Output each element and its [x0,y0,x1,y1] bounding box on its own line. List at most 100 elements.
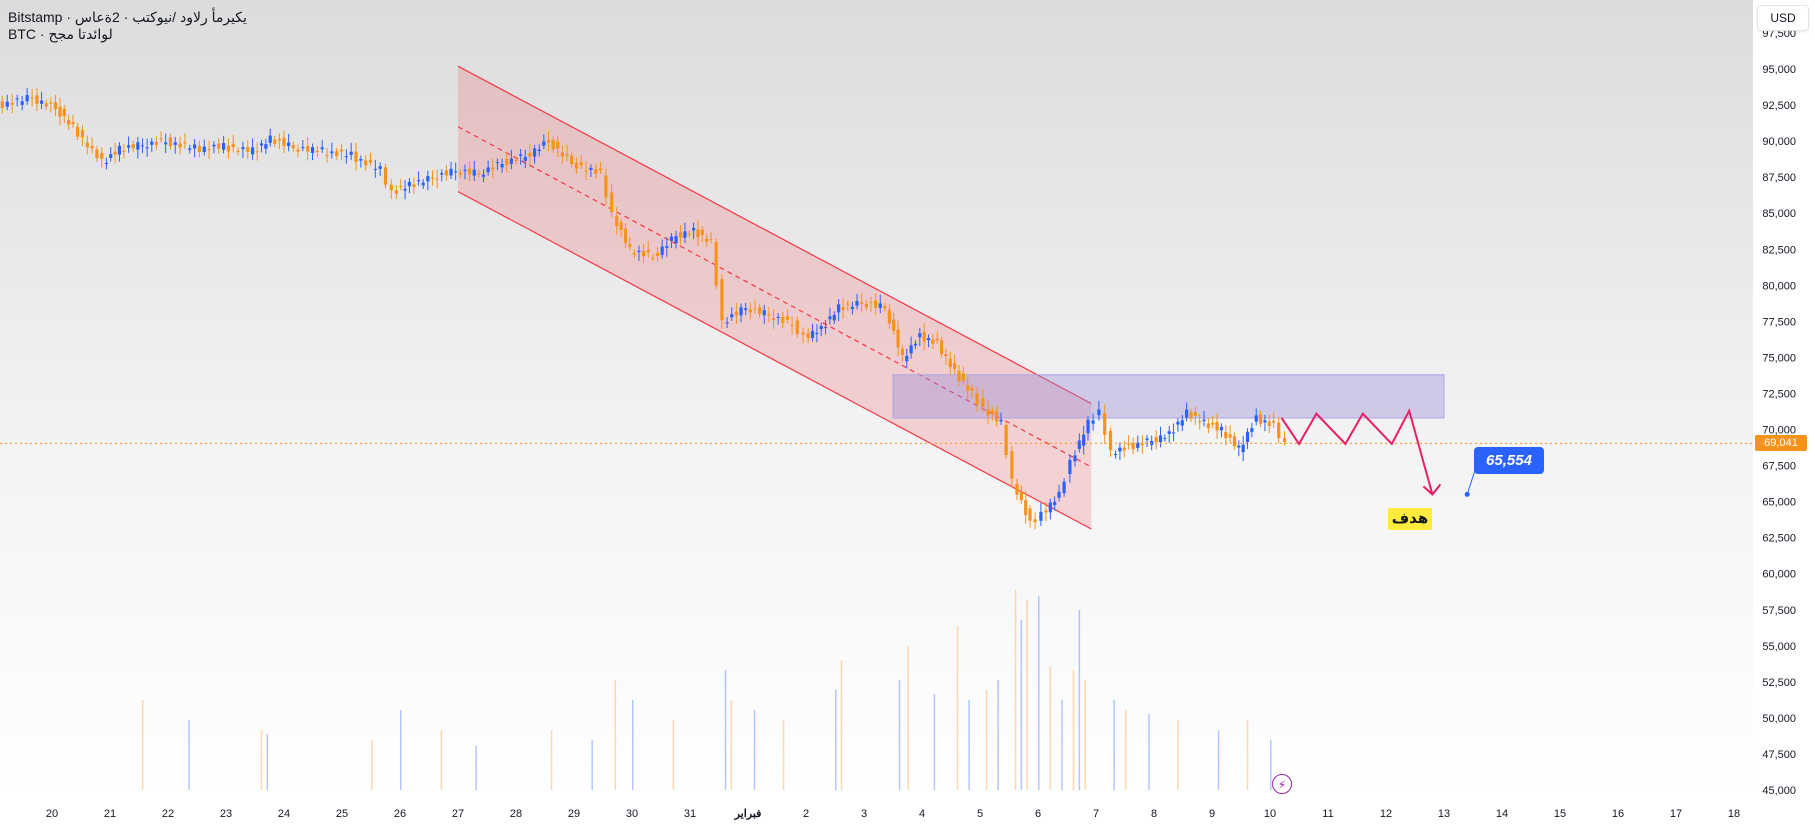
price-tick-label: 47,500 [1762,749,1796,761]
candle-body [1158,435,1163,443]
candle-body [39,100,44,104]
time-axis[interactable]: 20 21 22 23 24 25 26 27 28 29 30 31 فبراير 2 3 4 5 6 7 8 9 10… [46,808,1740,820]
target-price-callout[interactable]: 65,554 [1474,447,1544,474]
candle-body [1163,437,1167,439]
time-tick-label: 11 [1322,808,1333,820]
volume-bar [835,690,837,790]
price-tick-label: 60,000 [1762,569,1796,581]
candle-body [790,324,794,326]
candle-body [758,307,762,314]
price-tick-label: 95,000 [1762,64,1796,76]
time-tick-label: 13 [1438,808,1450,820]
candle-body [869,302,873,304]
time-tick-label: 4 [919,808,925,820]
time-tick-label: 15 [1554,808,1566,820]
candle-body [1113,453,1118,456]
price-axis[interactable]: 45,000 47,500 50,000 52,500 55,000 57,500 60,0… [1762,28,1796,797]
candle-body [546,140,551,143]
candle-body [1108,430,1113,450]
projection-zigzag[interactable] [1280,408,1434,495]
channel-upper-line[interactable] [457,65,1092,405]
price-tick-label: 52,500 [1762,677,1796,689]
resistance-zone[interactable] [892,374,1445,419]
volume-bar [1217,730,1220,790]
candle-body [604,175,608,198]
candle-body [767,314,771,316]
candle-body [435,178,439,180]
candle-body [642,250,646,257]
candle-body [207,149,211,151]
candle-body [399,185,403,187]
time-tick-label: 31 [684,808,696,820]
candle-body [5,101,9,107]
candle-body [1237,445,1241,448]
time-tick-label: 6 [1035,808,1041,820]
candle-body [619,222,623,230]
volume-bar [968,700,970,790]
candle-body [615,215,619,227]
candle-body [574,162,579,169]
volume-bar [724,670,727,790]
resistance-zone-box[interactable] [892,374,1445,419]
volume-bar [550,730,553,790]
candle-body [560,152,564,157]
candle-body [197,145,202,153]
candle-body [523,156,527,161]
channel-lower-line[interactable] [457,191,1092,530]
candle-body [528,152,532,157]
time-tick-label: 23 [220,808,232,820]
candle-body [720,279,724,321]
volume-bar [266,734,269,790]
candle-body [1171,432,1176,434]
candle-body [291,145,295,149]
candle-body [651,257,655,259]
candle-body [1039,511,1043,521]
candle-body [589,167,593,170]
candle-body [957,370,961,382]
candle-body [481,174,486,177]
candle-body [623,228,628,243]
candle-body [10,103,14,105]
candle-body [850,306,854,310]
candle-body [665,246,669,248]
candle-body [491,167,495,170]
volume-bar [1246,720,1249,790]
candle-body [1241,444,1245,453]
candle-body [1228,434,1232,438]
candle-body [505,158,509,166]
lightning-icon[interactable]: ⚡ [1272,774,1292,794]
candle-body [463,169,467,171]
candle-body [486,167,490,173]
candle-body [944,354,948,357]
candle-body [542,141,546,146]
candle-body [975,393,979,405]
candle-body [1024,500,1028,516]
candle-body [828,316,832,320]
candle-body [714,242,718,286]
candle-body [896,329,900,348]
volume-bar [1270,740,1272,790]
candle-body [122,150,126,152]
descending-channel[interactable] [457,65,1092,530]
channel-mid-line[interactable] [457,126,1092,468]
candle-body [801,332,805,335]
time-tick-label: 17 [1670,808,1682,820]
candle-body [744,308,748,310]
candle-body [1019,492,1023,501]
currency-button[interactable]: USD [1757,5,1809,31]
target-label[interactable]: هدف [1388,508,1432,530]
candle-body [430,177,435,179]
candle-body [62,108,66,117]
volume-bar [371,740,373,790]
candle-body [579,162,583,166]
candle-body [310,147,315,153]
candle-body [53,102,58,110]
candle-body [0,101,4,108]
candle-body [113,151,117,155]
plot-background [0,0,1753,800]
candle-body [250,147,255,155]
symbol-header: Bitstamp · يكيرمأ رلاود /نيوكتب · 2ةعاس [8,9,251,26]
candle-body [183,142,187,144]
candle-body [556,141,560,149]
